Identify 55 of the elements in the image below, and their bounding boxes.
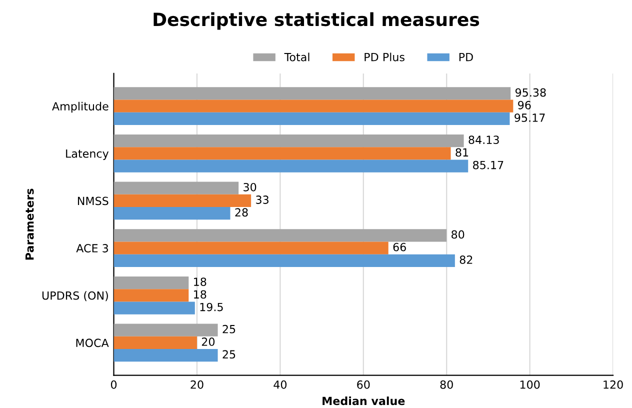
data-label: 66 [393, 242, 406, 252]
bar [114, 289, 189, 302]
y-axis-title: Parameters [26, 188, 34, 260]
bar [114, 182, 239, 194]
x-tick-label: 20 [190, 380, 204, 389]
legend-label: Total [284, 52, 310, 62]
bar [114, 302, 195, 314]
data-label: 25 [222, 324, 236, 334]
data-label: 25 [222, 350, 236, 359]
bar [114, 112, 510, 126]
data-label: 18 [194, 278, 206, 286]
bar [114, 160, 468, 172]
bar [114, 134, 464, 148]
x-tick-label: 80 [440, 380, 453, 389]
data-label: 33 [256, 196, 268, 204]
data-label: 81 [456, 148, 468, 157]
legend-label: PD Plus [364, 52, 404, 62]
y-tick-label: UPDRS (ON) [42, 291, 108, 302]
x-tick-label: 40 [274, 380, 287, 389]
x-tick-label: 60 [357, 380, 370, 389]
legend-label: PD [459, 53, 473, 62]
data-label: 28 [235, 208, 248, 217]
bar [114, 349, 218, 362]
data-label: 95.17 [514, 114, 545, 122]
data-label: 82 [460, 256, 472, 264]
data-label: 85.17 [473, 160, 504, 170]
data-label: 30 [244, 182, 256, 192]
bar [114, 100, 514, 112]
chart-title: Descriptive statistical measures [154, 12, 480, 30]
bar [114, 242, 388, 254]
bar [114, 276, 189, 290]
x-axis-title: Median value [322, 396, 405, 406]
bar [114, 207, 230, 220]
bar [114, 229, 447, 242]
x-tick-label: 100 [520, 380, 540, 389]
y-tick-label: ACE 3 [76, 244, 108, 252]
data-label: 84.13 [468, 136, 499, 144]
y-tick-label: Latency [66, 150, 109, 160]
bar [114, 87, 511, 100]
bar [114, 254, 455, 267]
bar [114, 324, 218, 336]
data-label: 95.38 [515, 88, 546, 97]
data-label: 20 [202, 338, 215, 346]
bar [114, 147, 451, 160]
data-label: 19.5 [200, 302, 223, 312]
y-tick-label: MOCA [76, 338, 109, 348]
bar [114, 336, 197, 350]
y-tick-label: Amplitude [52, 102, 108, 113]
data-label: 80 [452, 230, 464, 239]
x-tick-label: 120 [604, 380, 623, 389]
y-tick-label: NMSS [78, 196, 108, 206]
data-label: 18 [194, 290, 206, 299]
data-label: 96 [518, 100, 531, 110]
x-tick-label: 0 [110, 380, 117, 389]
bar [114, 194, 252, 208]
